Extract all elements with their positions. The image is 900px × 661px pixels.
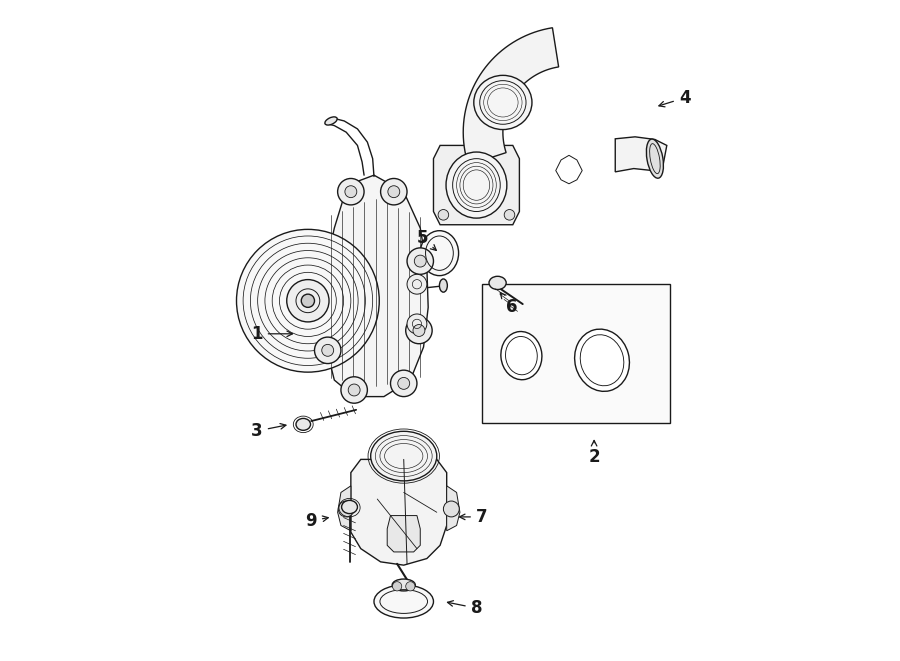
Text: 1: 1: [251, 325, 292, 343]
Circle shape: [414, 255, 427, 267]
Polygon shape: [324, 175, 428, 397]
Text: 6: 6: [500, 293, 518, 316]
Circle shape: [413, 325, 425, 336]
Circle shape: [444, 501, 459, 517]
Ellipse shape: [574, 329, 629, 391]
Circle shape: [338, 178, 364, 205]
Circle shape: [345, 186, 356, 198]
Circle shape: [438, 210, 449, 220]
Circle shape: [406, 582, 415, 591]
Circle shape: [338, 501, 355, 517]
Ellipse shape: [446, 152, 507, 218]
Ellipse shape: [296, 418, 310, 430]
Text: 3: 3: [251, 422, 286, 440]
Text: 5: 5: [417, 229, 436, 251]
Circle shape: [302, 294, 314, 307]
Polygon shape: [446, 486, 460, 531]
Ellipse shape: [501, 332, 542, 379]
Ellipse shape: [342, 500, 357, 514]
Polygon shape: [616, 137, 667, 173]
Ellipse shape: [646, 139, 663, 178]
Circle shape: [407, 248, 434, 274]
Ellipse shape: [325, 117, 338, 125]
Circle shape: [322, 344, 334, 356]
Polygon shape: [338, 486, 351, 531]
Polygon shape: [351, 459, 446, 565]
Circle shape: [314, 337, 341, 364]
Text: 7: 7: [460, 508, 488, 526]
Circle shape: [407, 274, 427, 294]
Circle shape: [504, 210, 515, 220]
Ellipse shape: [473, 75, 532, 130]
Polygon shape: [464, 28, 559, 165]
Bar: [482, 284, 670, 423]
Ellipse shape: [489, 276, 506, 290]
Text: 2: 2: [589, 440, 600, 467]
Circle shape: [392, 582, 401, 591]
Ellipse shape: [374, 585, 434, 618]
Circle shape: [348, 384, 360, 396]
Ellipse shape: [371, 432, 436, 481]
Circle shape: [341, 377, 367, 403]
Ellipse shape: [420, 231, 459, 276]
Circle shape: [406, 317, 432, 344]
Circle shape: [237, 229, 379, 372]
Circle shape: [381, 178, 407, 205]
Circle shape: [398, 377, 410, 389]
Circle shape: [391, 370, 417, 397]
Ellipse shape: [392, 579, 415, 591]
Polygon shape: [434, 145, 519, 225]
Polygon shape: [387, 516, 420, 552]
Text: 4: 4: [659, 89, 690, 107]
Circle shape: [388, 186, 400, 198]
Text: 9: 9: [305, 512, 328, 530]
Ellipse shape: [439, 279, 447, 292]
Text: 8: 8: [447, 599, 482, 617]
Circle shape: [287, 280, 329, 322]
Circle shape: [407, 314, 427, 334]
